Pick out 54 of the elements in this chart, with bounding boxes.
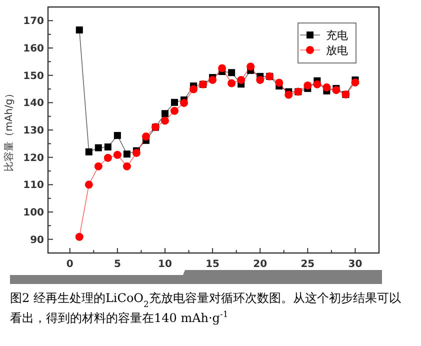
y-axis-title: 比容量（mAh/g） [3,88,15,172]
point [208,76,217,84]
point [113,150,122,159]
legend-label: 放电 [326,44,348,57]
point [104,154,112,162]
y-tick-label: 90 [30,234,44,246]
point [228,79,236,88]
caption: 图2 经再生处理的LiCoO$_{2}$充放电容量对循环次数图。从这个初步结果可以看出，得到的材料的容量在140 mAh·g$^{-1}$ [10,291,401,325]
y-tick-label: 110 [23,180,44,192]
x-tick-label: 0 [66,259,74,270]
point [94,162,102,170]
point [85,148,92,156]
point [171,98,178,106]
x-tick-label: 15 [206,259,220,270]
point [104,143,112,150]
x-tick-label: 30 [348,259,362,270]
x-tick-label: 10 [158,259,172,270]
point [123,150,130,158]
x-tick-label: 25 [300,259,315,270]
y-tick-label: 160 [23,44,44,54]
point [76,26,83,34]
point [275,78,284,87]
point [114,132,121,139]
point [190,85,198,94]
y-tick-label: 120 [23,152,44,164]
point [304,81,312,90]
point [161,110,168,118]
point [180,98,188,107]
point [75,232,84,241]
y-tick-label: 130 [23,126,44,136]
y-tick-label: 150 [23,70,44,82]
y-tick-label: 170 [23,16,44,28]
point [246,62,255,71]
point [237,76,246,84]
point [218,64,226,72]
point [142,132,150,141]
point [94,144,102,152]
point [84,180,93,189]
y-tick-label: 140 [23,98,44,110]
legend-label: 充电 [326,29,348,42]
point [170,106,179,115]
point [122,162,131,170]
point [160,116,169,125]
point [351,78,360,86]
y-tick-label: 100 [23,208,44,218]
point [284,90,293,99]
point [132,148,140,157]
point [313,80,322,88]
x-tick-label: 20 [253,259,268,270]
point [322,83,331,92]
point [256,76,264,84]
x-tick-label: 5 [114,259,121,270]
point [332,86,340,94]
point [228,69,236,76]
